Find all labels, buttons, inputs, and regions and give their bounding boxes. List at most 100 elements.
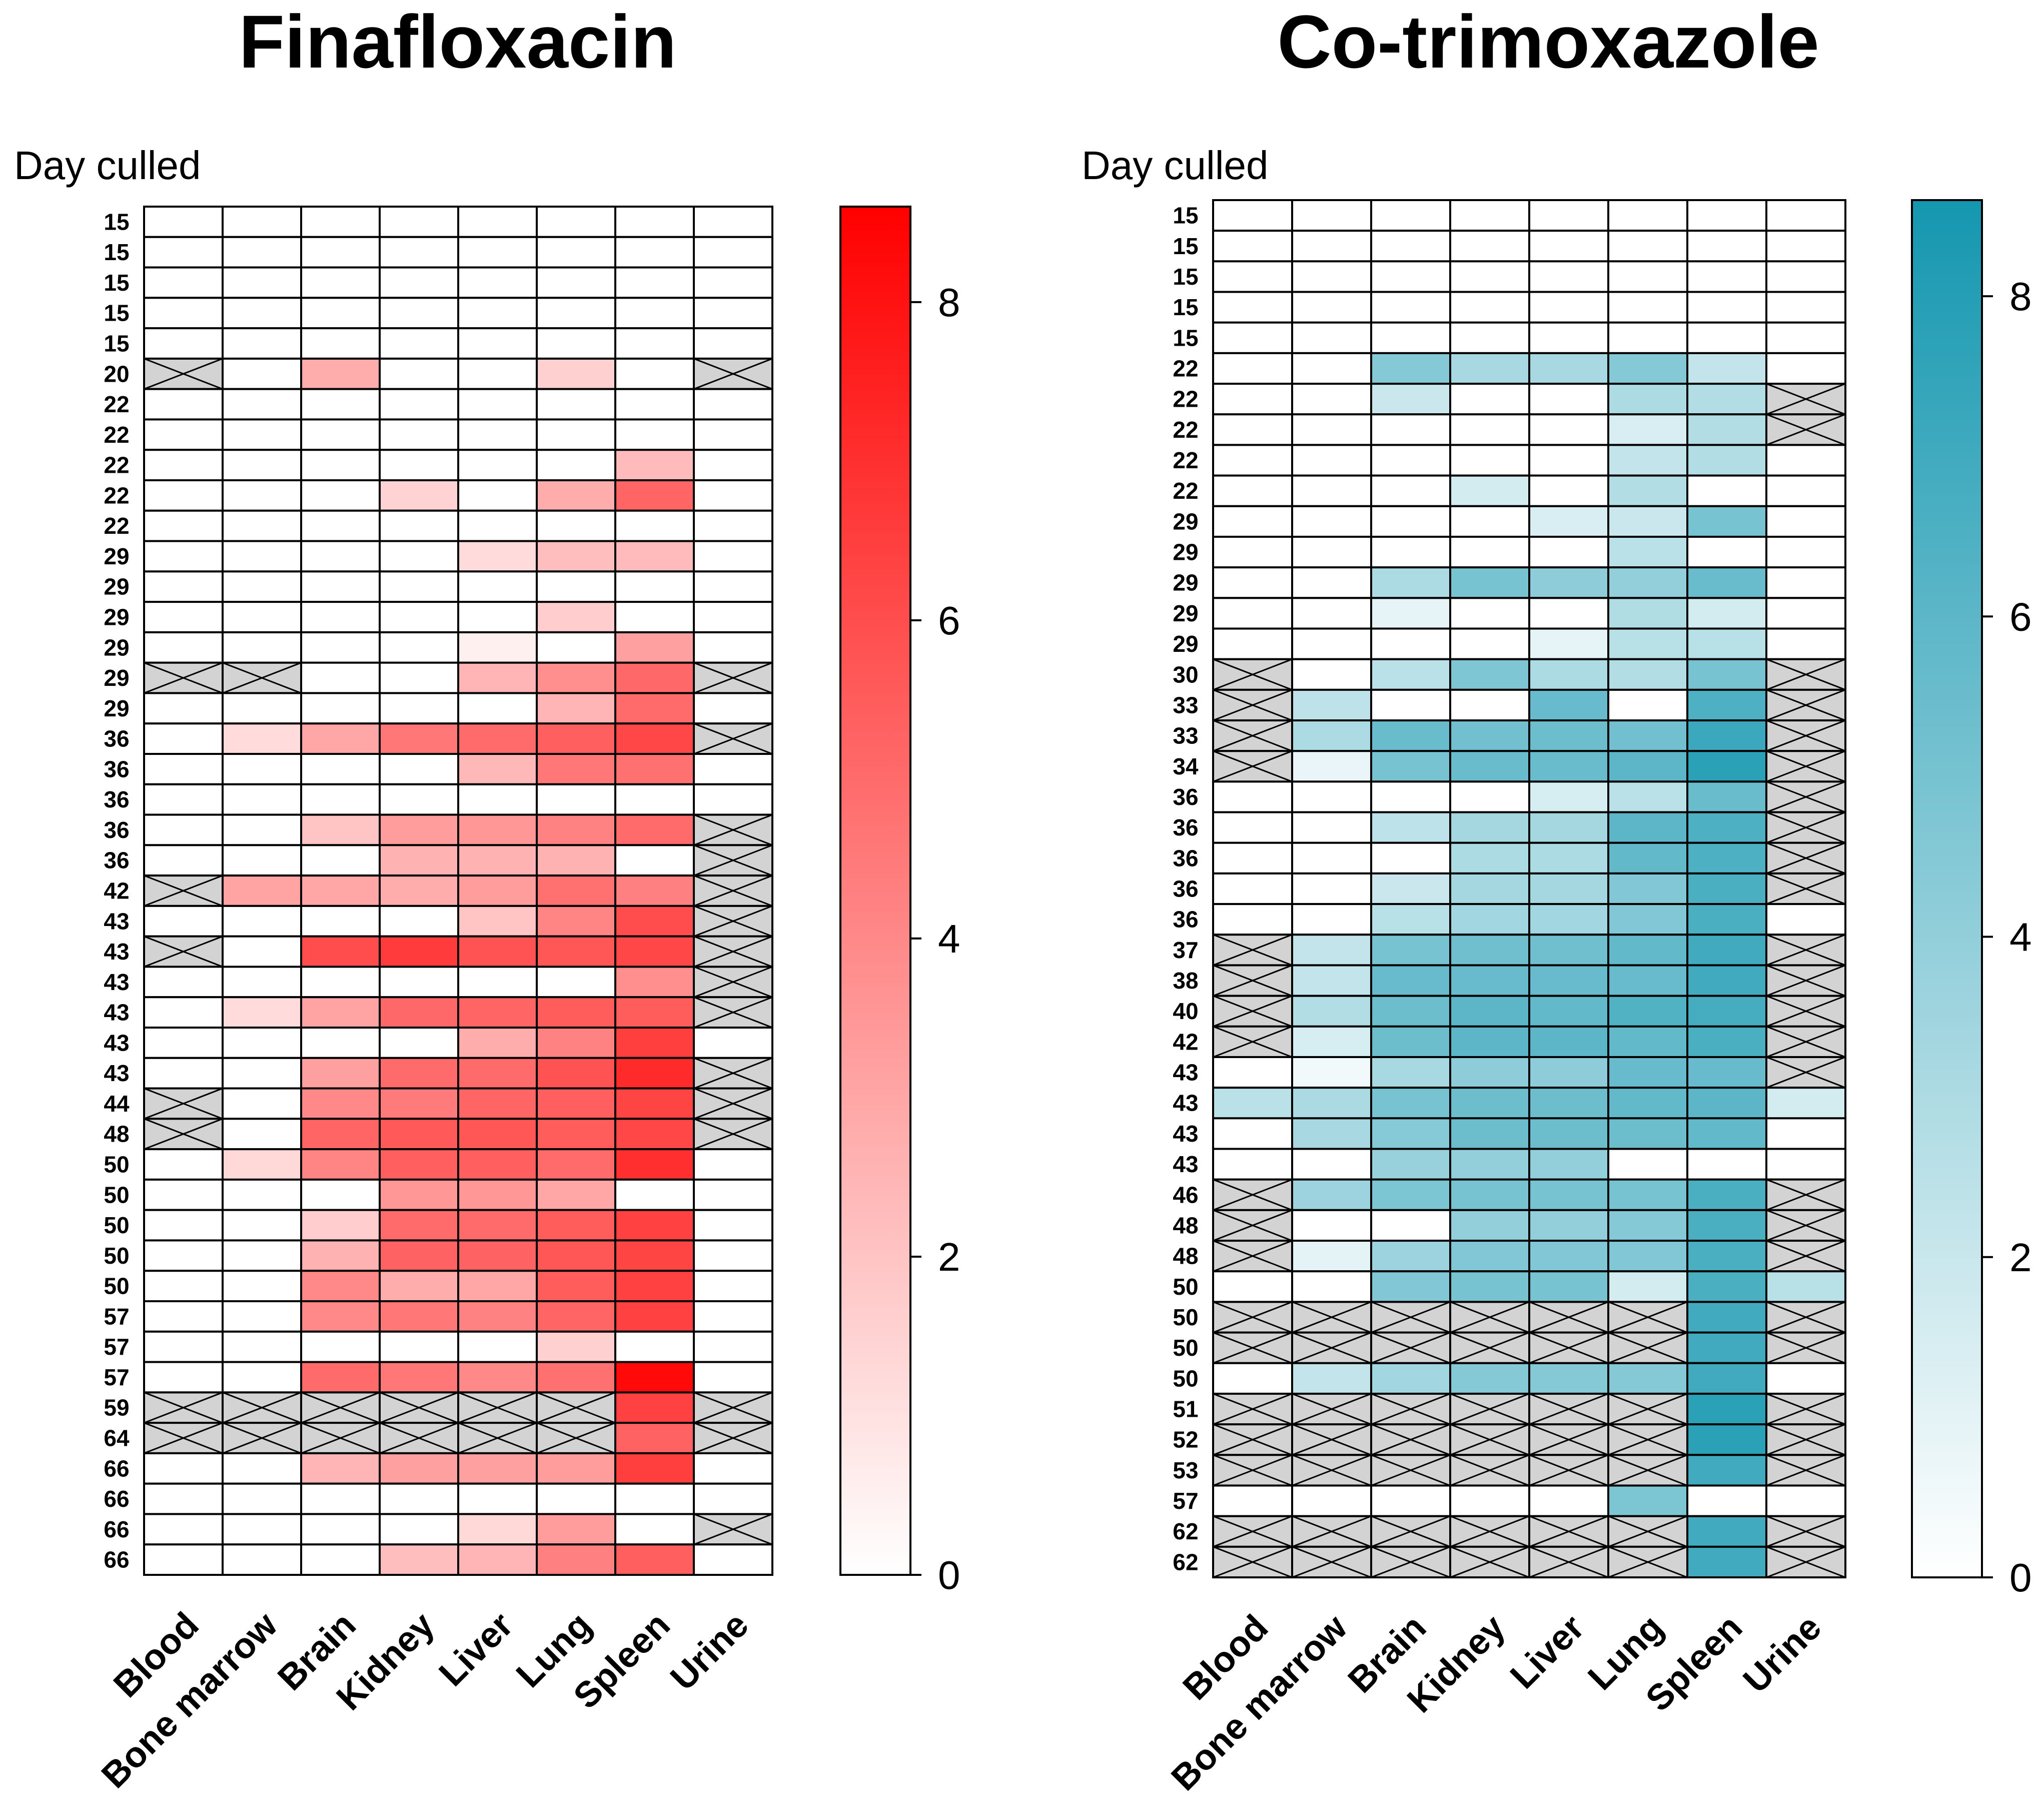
heatmap-cell bbox=[143, 1057, 224, 1090]
row-label: 50 bbox=[104, 1212, 129, 1238]
heatmap-cell bbox=[693, 297, 773, 330]
row-label: 40 bbox=[1173, 998, 1198, 1024]
heatmap-cell bbox=[1370, 291, 1451, 324]
heatmap-cell bbox=[222, 1178, 302, 1211]
heatmap-cell bbox=[143, 327, 224, 360]
heatmap-cell bbox=[222, 509, 302, 542]
heatmap-cell bbox=[1291, 780, 1372, 813]
row-label: 50 bbox=[1173, 1274, 1198, 1300]
heatmap-cell bbox=[300, 601, 381, 633]
heatmap-cell bbox=[536, 1482, 616, 1515]
heatmap-cell bbox=[379, 327, 459, 360]
heatmap-cell bbox=[222, 570, 302, 603]
missing-cross bbox=[1608, 1393, 1688, 1425]
heatmap-cell bbox=[1449, 1209, 1530, 1242]
heatmap-cell bbox=[379, 266, 459, 299]
missing-cross bbox=[693, 966, 773, 998]
missing-cross bbox=[1213, 719, 1293, 752]
missing-cross bbox=[1766, 1179, 1846, 1211]
heatmap-cell bbox=[693, 479, 773, 512]
heatmap-cell bbox=[1212, 1148, 1293, 1181]
heatmap-cell bbox=[1291, 964, 1372, 997]
heatmap-cell bbox=[1528, 750, 1609, 783]
heatmap-cell bbox=[379, 449, 459, 482]
heatmap-cell bbox=[1686, 321, 1767, 354]
heatmap-cell bbox=[300, 570, 381, 603]
missing-cross bbox=[1529, 1454, 1609, 1486]
missing-cross bbox=[1371, 1454, 1451, 1486]
heatmap-cell bbox=[1607, 841, 1688, 874]
heatmap-cell bbox=[379, 1543, 459, 1576]
missing-cross bbox=[1766, 1423, 1846, 1456]
heatmap-cell bbox=[1686, 1362, 1767, 1395]
heatmap-cell bbox=[614, 661, 695, 694]
heatmap-cell bbox=[693, 1148, 773, 1181]
row-label: 43 bbox=[1173, 1090, 1198, 1116]
missing-cross bbox=[1766, 1209, 1846, 1242]
heatmap-cell bbox=[536, 1452, 616, 1485]
heatmap-cell bbox=[222, 1270, 302, 1302]
heatmap-cell bbox=[1291, 658, 1372, 691]
heatmap-cell bbox=[1449, 811, 1530, 844]
heatmap-cell bbox=[1528, 444, 1609, 477]
heatmap-cell bbox=[457, 1118, 538, 1151]
heatmap-cell bbox=[143, 1543, 224, 1576]
missing-cross bbox=[693, 874, 773, 907]
row-label: 57 bbox=[104, 1303, 129, 1329]
heatmap-cell bbox=[1528, 903, 1609, 936]
heatmap-cell bbox=[379, 1330, 459, 1363]
heatmap-cell bbox=[143, 1452, 224, 1485]
heatmap-cell bbox=[1212, 260, 1293, 293]
heatmap-cell bbox=[1765, 1117, 1846, 1150]
heatmap-cell bbox=[222, 540, 302, 573]
row-label: 22 bbox=[104, 513, 129, 539]
heatmap-cell bbox=[1607, 444, 1688, 477]
row-label: 42 bbox=[1173, 1029, 1198, 1055]
colorbar-tick-label: 6 bbox=[938, 598, 960, 643]
heatmap-cell bbox=[222, 813, 302, 846]
heatmap-cell bbox=[1291, 1484, 1372, 1517]
heatmap-cell bbox=[379, 1148, 459, 1181]
heatmap-cell bbox=[1607, 505, 1688, 538]
row-label: 29 bbox=[1173, 508, 1198, 534]
missing-cross bbox=[1766, 1515, 1846, 1548]
heatmap-cell bbox=[614, 449, 695, 482]
heatmap-cell bbox=[536, 1513, 616, 1546]
heatmap-cell bbox=[1607, 688, 1688, 722]
heatmap-cell bbox=[693, 601, 773, 633]
heatmap-cell bbox=[693, 1361, 773, 1394]
row-label: 36 bbox=[1173, 876, 1198, 902]
heatmap-cell bbox=[614, 1391, 695, 1424]
missing-cross bbox=[1766, 995, 1846, 1028]
missing-cross bbox=[1766, 1332, 1846, 1364]
heatmap-cell bbox=[1686, 260, 1767, 293]
heatmap-cell bbox=[300, 1057, 381, 1090]
heatmap-cell bbox=[1449, 995, 1530, 1028]
row-label: 50 bbox=[1173, 1304, 1198, 1330]
row-label: 43 bbox=[1173, 1121, 1198, 1147]
heatmap-cell bbox=[300, 1209, 381, 1242]
heatmap-cell bbox=[300, 357, 381, 390]
heatmap-cell bbox=[222, 874, 302, 907]
heatmap-cell bbox=[693, 692, 773, 725]
heatmap-cell bbox=[1291, 352, 1372, 385]
row-label: 50 bbox=[104, 1273, 129, 1299]
heatmap-cell bbox=[222, 266, 302, 299]
heatmap-cell bbox=[1449, 658, 1530, 691]
heatmap-cell bbox=[1765, 230, 1846, 263]
missing-cross bbox=[1213, 965, 1293, 997]
heatmap-cell bbox=[1370, 995, 1451, 1028]
heatmap-cell bbox=[1212, 1270, 1293, 1303]
row-label: 38 bbox=[1173, 968, 1198, 994]
heatmap-cell bbox=[1370, 903, 1451, 936]
heatmap-cell bbox=[1528, 872, 1609, 905]
heatmap-cell bbox=[693, 1482, 773, 1515]
heatmap-cell bbox=[143, 1300, 224, 1333]
heatmap-cell bbox=[536, 266, 616, 299]
missing-cross bbox=[1292, 1546, 1372, 1578]
missing-cross bbox=[1529, 1515, 1609, 1548]
heatmap-cell bbox=[300, 266, 381, 299]
heatmap-cell bbox=[1528, 413, 1609, 446]
heatmap-cell bbox=[457, 1148, 538, 1181]
heatmap-cell bbox=[1212, 413, 1293, 446]
